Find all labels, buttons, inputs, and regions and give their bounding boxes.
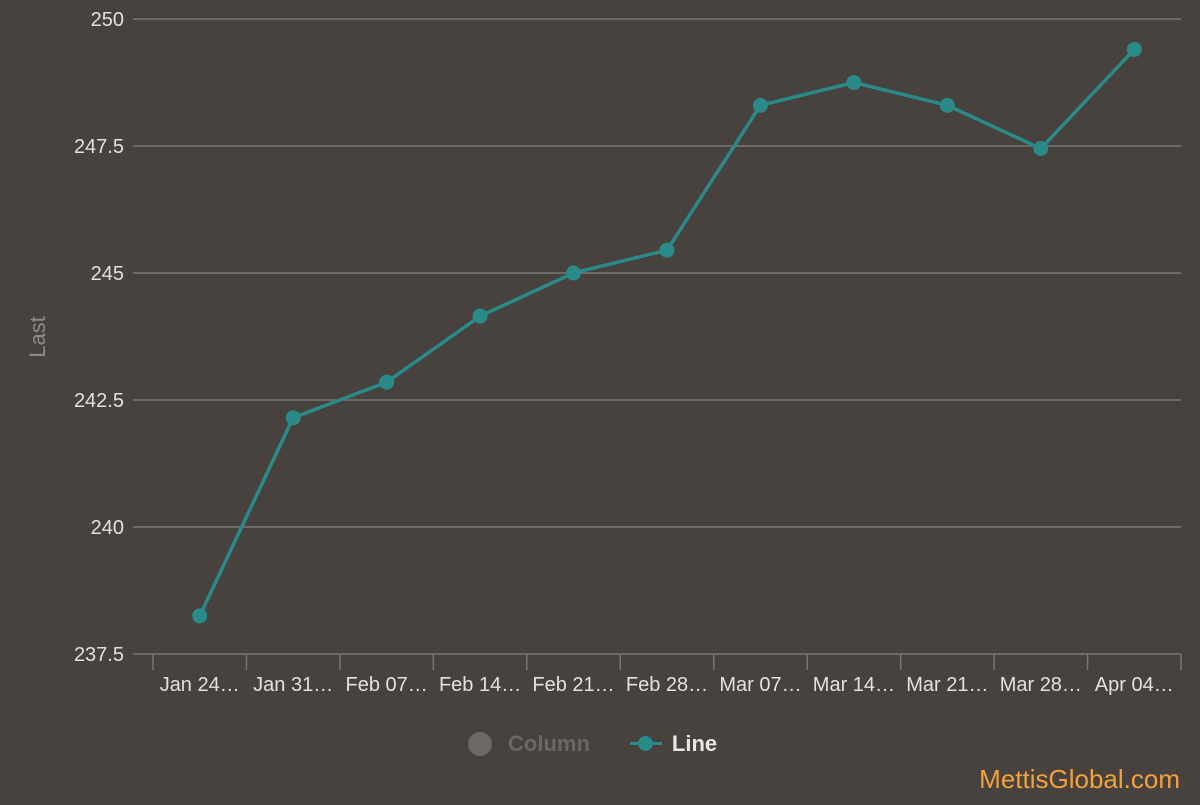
y-axis-title: Last xyxy=(25,316,50,358)
data-point xyxy=(659,242,675,258)
data-point xyxy=(752,97,768,113)
x-axis xyxy=(152,654,1182,670)
data-point xyxy=(1126,41,1142,57)
legend-label-line: Line xyxy=(671,731,718,756)
gridlines xyxy=(133,18,1181,655)
x-tick-label: Apr 04… xyxy=(1095,674,1174,696)
legend-item-line[interactable]: Line xyxy=(629,731,718,757)
data-point xyxy=(472,308,488,324)
x-tick-label: Jan 24… xyxy=(160,674,240,696)
y-tick-label: 242.5 xyxy=(74,390,124,412)
line-legend-marker-icon xyxy=(629,732,662,756)
x-tick-label: Feb 14… xyxy=(439,674,521,696)
x-axis-tick-labels: Jan 24… Jan 31… Feb 07… Feb 14… Feb 21… Feb 2… xyxy=(160,674,1174,696)
x-tick-label: Mar 14… xyxy=(813,674,895,696)
data-point xyxy=(379,374,395,390)
x-tick-label: Mar 21… xyxy=(906,674,988,696)
legend-label-column: Column xyxy=(508,731,590,756)
y-tick-label: 245 xyxy=(91,263,124,285)
data-point xyxy=(939,97,955,113)
x-tick-label: Mar 07… xyxy=(719,674,801,696)
data-point xyxy=(285,410,301,426)
legend-item-column[interactable]: Column xyxy=(468,731,590,757)
credit-link[interactable]: MettisGlobal.com xyxy=(979,764,1180,794)
data-point xyxy=(846,75,862,90)
data-point xyxy=(566,265,582,281)
legend: Column Line xyxy=(468,728,717,760)
x-tick-label: Jan 31… xyxy=(253,674,333,696)
y-tick-label: 250 xyxy=(91,9,124,31)
x-tick-label: Feb 07… xyxy=(346,674,428,696)
series-line xyxy=(192,41,1142,624)
x-tick-label: Mar 28… xyxy=(1000,674,1082,696)
x-tick-label: Feb 28… xyxy=(626,674,708,696)
column-legend-marker-icon xyxy=(468,732,492,756)
data-point xyxy=(1033,141,1049,157)
y-tick-label: 247.5 xyxy=(74,136,124,158)
y-tick-label: 237.5 xyxy=(74,644,124,666)
y-tick-label: 240 xyxy=(91,517,124,539)
data-point xyxy=(192,608,208,624)
series-line-path xyxy=(198,48,1136,617)
y-axis-tick-labels: 237.5 240 242.5 245 247.5 250 xyxy=(74,9,124,666)
x-tick-label: Feb 21… xyxy=(532,674,614,696)
